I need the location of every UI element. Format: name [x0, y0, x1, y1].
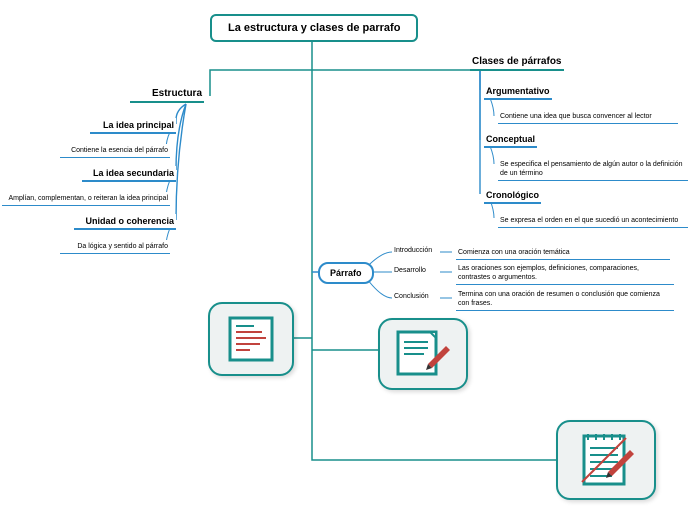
idea-principal-label: La idea principal: [103, 120, 174, 130]
root-node: La estructura y clases de parrafo: [210, 14, 418, 42]
idea-secundaria-desc: Amplían, complementan, o reiteran la ide…: [8, 195, 168, 202]
parrafo-label: Párrafo: [330, 268, 362, 278]
unidad-desc: Da lógica y sentido al párrafo: [77, 243, 168, 250]
node-idea-principal: La idea principal: [90, 118, 176, 134]
argumentativo-desc: Contiene una idea que busca convencer al…: [500, 113, 652, 120]
icon-card-notepad: [556, 420, 656, 500]
conceptual-desc: Se especifica el pensamiento de algún au…: [500, 161, 683, 177]
branch-estructura: Estructura: [130, 86, 204, 103]
idea-principal-desc: Contiene la esencia del párrafo: [71, 147, 168, 154]
parrafo-conclusion-desc: Termina con una oración de resumen o con…: [456, 288, 674, 311]
node-idea-secundaria: La idea secundaria: [82, 166, 176, 182]
leaf-unidad: Da lógica y sentido al párrafo: [60, 240, 170, 254]
node-unidad: Unidad o coherencia: [74, 214, 176, 230]
leaf-idea-principal: Contiene la esencia del párrafo: [60, 144, 170, 158]
leaf-conceptual: Se especifica el pensamiento de algún au…: [498, 158, 688, 181]
unidad-label: Unidad o coherencia: [85, 216, 174, 226]
parrafo-conclusion-label: Conclusión: [392, 292, 431, 301]
leaf-argumentativo: Contiene una idea que busca convencer al…: [498, 110, 678, 124]
branch-clases: Clases de párrafos: [470, 54, 564, 71]
doc-lines-icon: [210, 304, 292, 374]
node-cronologico: Cronológico: [484, 188, 541, 204]
parrafo-intro-label: Introducción: [392, 246, 434, 255]
leaf-idea-secundaria: Amplían, complementan, o reiteran la ide…: [2, 192, 170, 206]
notepad-icon: [558, 422, 654, 498]
idea-secundaria-label: La idea secundaria: [93, 168, 174, 178]
icon-card-doc-write: [378, 318, 468, 390]
node-conceptual: Conceptual: [484, 132, 537, 148]
cronologico-desc: Se expresa el orden en el que sucedió un…: [500, 217, 678, 224]
doc-write-icon: [380, 320, 466, 388]
icon-card-doc-lines: [208, 302, 294, 376]
branch-estructura-label: Estructura: [152, 88, 202, 99]
node-parrafo: Párrafo: [318, 262, 374, 284]
argumentativo-label: Argumentativo: [486, 86, 550, 96]
branch-clases-label: Clases de párrafos: [472, 56, 562, 67]
parrafo-desarrollo-desc: Las oraciones son ejemplos, definiciones…: [456, 262, 674, 285]
cronologico-label: Cronológico: [486, 190, 539, 200]
leaf-cronologico: Se expresa el orden en el que sucedió un…: [498, 214, 688, 228]
parrafo-desarrollo-label: Desarrollo: [392, 266, 428, 275]
root-title: La estructura y clases de parrafo: [228, 22, 400, 34]
node-argumentativo: Argumentativo: [484, 84, 552, 100]
parrafo-intro-desc: Comienza con una oración temática: [456, 246, 670, 260]
conceptual-label: Conceptual: [486, 134, 535, 144]
